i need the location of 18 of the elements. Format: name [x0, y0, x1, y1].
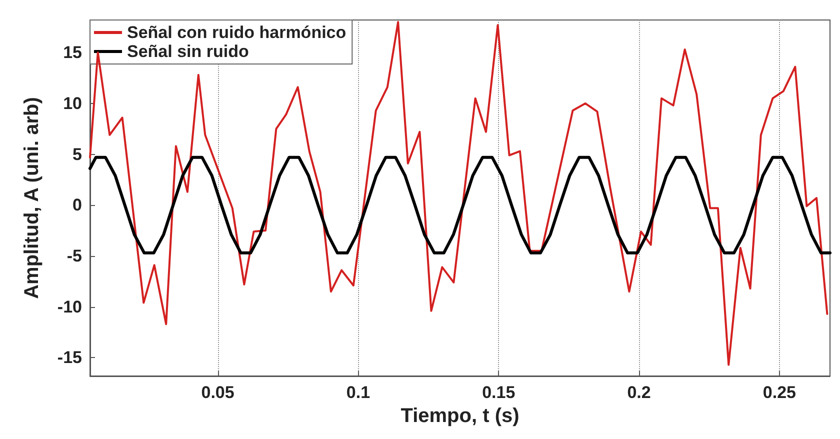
y-tick-label: 10: [63, 94, 82, 113]
y-axis-title: Amplitud, A (uni. arb): [21, 97, 43, 299]
y-tick-label: 15: [63, 43, 82, 62]
x-axis-title: Tiempo, t (s): [400, 405, 520, 427]
y-tick-label: 0: [72, 196, 82, 215]
y-tick-label: 5: [72, 144, 82, 164]
legend-label: Señal con ruido harmónico: [127, 23, 346, 42]
y-tick-label: -15: [57, 348, 82, 368]
x-tick-label: 0.15: [482, 383, 516, 402]
x-tick-label: 0.25: [762, 383, 796, 402]
line-series: [88, 156, 832, 254]
y-tick-label: -10: [57, 297, 82, 316]
legend-label: Señal sin ruido: [127, 42, 249, 61]
line-series: [89, 21, 828, 366]
x-tick-label: 0.05: [201, 383, 234, 402]
x-tick-label: 0.2: [627, 383, 651, 402]
y-tick-label: -5: [66, 246, 82, 266]
x-tick-label: 0.1: [346, 383, 370, 402]
